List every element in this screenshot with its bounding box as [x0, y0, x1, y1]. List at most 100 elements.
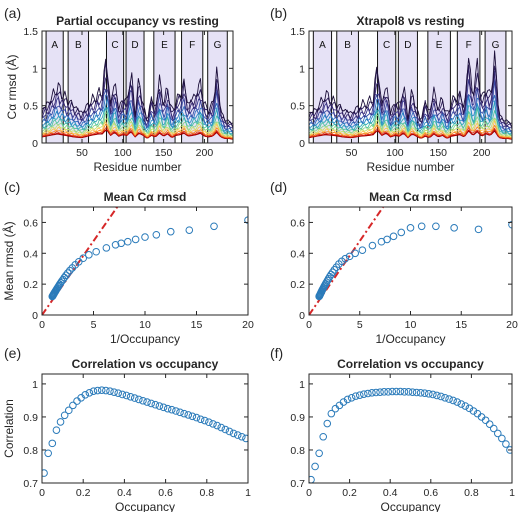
helix-label-C: C: [111, 40, 118, 51]
axes-frame: [41, 30, 234, 144]
panel-letter: (b): [270, 5, 287, 21]
plot-content: [42, 386, 248, 477]
data-point: [93, 386, 102, 395]
data-point: [110, 388, 118, 396]
data-point: [196, 415, 205, 424]
x-tick-label: 50: [346, 147, 358, 159]
data-point: [97, 386, 106, 394]
x-tick-label: 15: [455, 319, 467, 331]
panel-4: (e) Correlation vs occupancy 0 0.2 0.4 0.6 0.8…: [2, 345, 251, 512]
data-point: [85, 389, 94, 397]
data-point: [111, 241, 120, 249]
data-point: [404, 388, 413, 396]
data-point: [180, 409, 188, 418]
plot-content: [309, 207, 512, 315]
data-point: [351, 249, 359, 258]
helix-label-C: C: [383, 40, 390, 51]
x-tick-label: 100: [386, 147, 404, 159]
data-point: [408, 388, 417, 396]
data-point: [139, 396, 147, 405]
data-point: [62, 271, 70, 280]
data-point: [123, 237, 132, 246]
data-point: [450, 224, 458, 232]
x-axis-label: Residue number: [93, 160, 181, 174]
x-tick-label: 0.2: [342, 487, 357, 499]
data-point: [360, 390, 368, 398]
x-tick-label: 1: [509, 487, 515, 499]
helix-label-E: E: [436, 40, 443, 51]
y-tick-label: 0.2: [23, 279, 38, 291]
data-point: [469, 407, 478, 415]
y-tick-label: 0.6: [290, 217, 305, 229]
data-point: [69, 401, 77, 410]
data-point: [106, 387, 114, 395]
data-point: [383, 235, 391, 244]
panel-letter: (e): [4, 345, 21, 361]
x-tick-label: 0.8: [464, 487, 479, 499]
data-point: [465, 404, 474, 413]
data-point: [406, 224, 415, 232]
panel-letter: (d): [270, 179, 287, 195]
data-point: [114, 389, 123, 397]
y-tick-label: 1: [32, 379, 38, 391]
helix-label-B: B: [75, 40, 82, 51]
rmsd-series-4: [309, 124, 512, 139]
rmsd-series-16: [309, 50, 512, 124]
data-point: [238, 432, 246, 441]
data-point: [345, 252, 354, 261]
data-point: [143, 398, 151, 406]
rmsd-series-4: [42, 123, 233, 139]
data-point: [56, 418, 65, 426]
data-point: [485, 420, 494, 429]
chart-title: Correlation vs occupancy: [72, 357, 219, 371]
helix-label-B: B: [344, 40, 351, 51]
data-point: [351, 392, 360, 400]
data-point: [209, 420, 217, 428]
data-point: [315, 449, 323, 458]
x-tick-label: 0.8: [199, 487, 214, 499]
data-point: [205, 418, 213, 427]
data-point: [368, 241, 377, 250]
rmsd-series-5: [42, 121, 233, 138]
plot-content: [42, 207, 248, 315]
data-point: [341, 254, 350, 263]
helix-label-A: A: [51, 40, 58, 51]
data-point: [225, 427, 234, 436]
data-point: [327, 409, 336, 418]
data-point: [433, 391, 441, 400]
x-tick-label: 0.6: [158, 487, 173, 499]
panel-letter: (f): [270, 345, 283, 361]
data-point: [461, 402, 470, 410]
data-point: [420, 389, 429, 397]
data-point: [163, 404, 172, 413]
y-tick-label: 0: [299, 310, 305, 322]
data-point: [167, 405, 176, 414]
data-point: [319, 432, 328, 441]
data-point: [389, 232, 398, 241]
chart-title: Xtrapol8 vs resting: [356, 14, 464, 28]
data-point: [48, 439, 57, 448]
data-point: [200, 416, 209, 425]
axes-frame: [308, 30, 513, 144]
rmsd-series-9: [309, 101, 512, 135]
y-axis-label: Mean rmsd (Å): [1, 221, 16, 300]
helix-label-D: D: [131, 40, 138, 51]
x-tick-label: 150: [155, 147, 173, 159]
data-point: [126, 392, 135, 401]
data-point: [429, 390, 437, 399]
y-tick-label: 0.4: [290, 248, 305, 260]
chart-title: Correlation vs occupancy: [337, 357, 484, 371]
data-point: [42, 469, 48, 477]
data-point: [185, 226, 194, 234]
data-point: [506, 446, 512, 454]
x-tick-label: 100: [114, 147, 132, 159]
data-point: [152, 230, 161, 239]
x-tick-label: 20: [242, 319, 254, 331]
y-axis-label: Cα rmsd (Å): [4, 55, 19, 120]
data-point: [242, 434, 248, 443]
helix-label-G: G: [492, 40, 500, 51]
data-point: [147, 399, 155, 408]
data-point: [172, 407, 180, 415]
x-tick-label: 0.4: [383, 487, 398, 499]
y-tick-label: 1: [32, 63, 38, 75]
